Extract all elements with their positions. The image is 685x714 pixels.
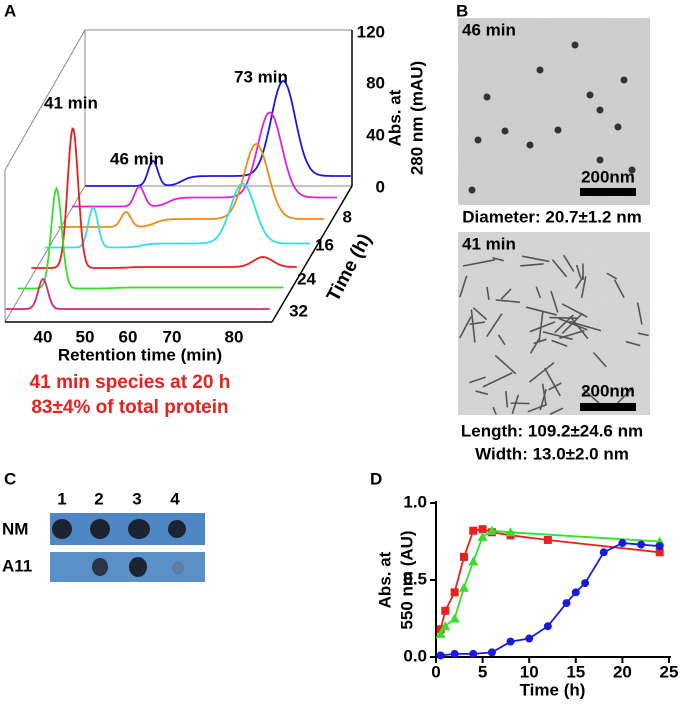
image-label: 46 min: [462, 20, 516, 39]
marker: [525, 635, 533, 643]
x-tick-label: 60: [119, 327, 138, 346]
marker: [544, 622, 552, 630]
particle: [621, 77, 628, 84]
particle: [572, 42, 579, 49]
marker: [544, 536, 552, 544]
particle: [615, 124, 622, 131]
x-tick-label: 80: [225, 327, 244, 346]
x-axis-label: Time (h): [520, 680, 586, 699]
marker: [478, 532, 488, 541]
lane-label: 1: [57, 489, 66, 508]
image-label: 41 min: [462, 234, 516, 253]
y-tick-label: 1.0: [403, 492, 427, 511]
particle: [484, 94, 491, 101]
caption: Diameter: 20.7±1.2 nm: [462, 207, 641, 226]
y-tick-label: 80: [366, 73, 385, 92]
z-tick-label: 24: [297, 269, 316, 288]
marker: [656, 542, 664, 550]
marker: [562, 599, 570, 607]
marker: [451, 588, 459, 596]
panel-label: B: [456, 1, 468, 20]
x-tick-label: 0: [431, 662, 440, 681]
marker: [451, 650, 459, 658]
x-tick-label: 5: [478, 662, 487, 681]
scale-bar: [580, 403, 636, 411]
particle: [502, 128, 509, 135]
y-axis-label: Abs. at: [385, 89, 404, 146]
particle: [475, 137, 482, 144]
scale-label: 200nm: [581, 381, 635, 400]
y-tick-label: 40: [366, 125, 385, 144]
trace: [18, 189, 283, 289]
marker: [581, 579, 589, 587]
particle: [527, 142, 534, 149]
panel-label: D: [370, 469, 382, 488]
x-tick-label: 10: [520, 662, 539, 681]
fibril: [550, 318, 577, 319]
panel-label: C: [4, 469, 16, 488]
note: 83±4% of total protein: [31, 397, 228, 418]
x-tick-label: 15: [566, 662, 585, 681]
marker: [572, 588, 580, 596]
particle: [587, 92, 594, 99]
z-tick-label: 16: [315, 235, 334, 254]
lane-label: 2: [94, 489, 103, 508]
marker: [488, 648, 496, 656]
marker: [618, 539, 626, 547]
panel-label: A: [4, 1, 16, 20]
marker: [460, 553, 468, 561]
y-tick-label: 120: [357, 22, 385, 41]
particle: [597, 107, 604, 114]
y-axis-label: 280 nm (mAU): [407, 61, 426, 175]
scale-bar: [580, 188, 636, 196]
z-tick-label: 8: [343, 207, 352, 226]
marker: [437, 651, 445, 659]
lane-label: 4: [170, 489, 180, 508]
marker: [469, 527, 477, 535]
x-tick-label: 25: [660, 662, 679, 681]
y-tick-label: 0.0: [403, 646, 427, 665]
marker: [450, 614, 460, 623]
marker: [459, 583, 469, 592]
series-line: [441, 531, 660, 634]
x-axis-label: Retention time (min): [58, 345, 222, 364]
caption: Length: 109.2±24.6 nm: [461, 421, 643, 440]
row-label: A11: [2, 556, 32, 575]
marker: [600, 548, 608, 556]
z-tick-label: 32: [289, 301, 308, 320]
caption: Width: 13.0±2.0 nm: [475, 444, 629, 463]
y-tick-label: 0: [376, 177, 385, 196]
particle: [597, 157, 604, 164]
trace: [85, 81, 350, 186]
marker: [469, 650, 477, 658]
x-tick-label: 20: [613, 662, 632, 681]
peak-label: 41 min: [44, 93, 98, 112]
peak-label: 46 min: [110, 149, 164, 168]
particle: [469, 187, 476, 194]
marker: [637, 541, 645, 549]
marker: [441, 607, 449, 615]
y-axis-label: 550 nm (AU): [397, 530, 416, 629]
marker: [507, 638, 515, 646]
x-tick-label: 70: [163, 327, 182, 346]
x-tick-label: 40: [34, 327, 53, 346]
peak-label: 73 min: [234, 67, 288, 86]
x-tick-label: 50: [76, 327, 95, 346]
trace: [6, 279, 270, 309]
scale-label: 200nm: [581, 167, 635, 186]
note: 41 min species at 20 h: [30, 372, 231, 393]
row-label: NM: [2, 519, 28, 538]
particle: [537, 67, 544, 74]
particle: [555, 127, 562, 134]
lane-label: 3: [132, 489, 141, 508]
marker: [468, 557, 478, 566]
y-axis-label: Abs. at: [375, 551, 394, 608]
trace: [45, 184, 310, 248]
